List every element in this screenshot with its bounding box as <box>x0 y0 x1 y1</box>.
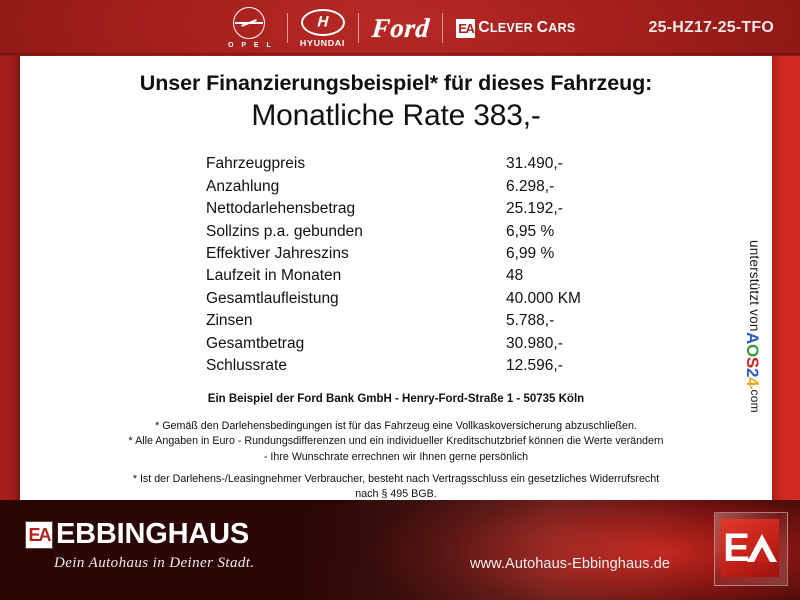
row-value: 40.000 KM <box>506 289 581 307</box>
row-value: 6,95 % <box>506 222 555 240</box>
row-value: 6.298,- <box>506 177 555 195</box>
reference-code: 25-HZ17-25-TFO <box>648 19 774 36</box>
ea-corner-logo: E <box>714 512 788 586</box>
header-brand-bar: O P E L HYUNDAI Ford EA <box>0 0 800 56</box>
brand-divider <box>442 13 444 43</box>
supporter-vertical-label: unterstützt von AOS24 .com <box>742 240 762 455</box>
row-label: Fahrzeugpreis <box>206 155 306 173</box>
hyundai-emblem-icon <box>300 8 345 36</box>
opel-wordmark: O P E L <box>228 42 274 49</box>
table-row: Laufzeit in Monaten 48 <box>206 265 586 287</box>
row-label: Effektiver Jahreszins <box>206 244 349 262</box>
table-row: Effektiver Jahreszins 6,99 % <box>206 243 586 265</box>
ebbinghaus-badge-icon: EA <box>26 521 52 548</box>
financing-table-body: Fahrzeugpreis 31.490,- Anzahlung 6.298,-… <box>206 153 586 377</box>
brand-logo-ford: Ford <box>359 5 443 51</box>
aos-domain-suffix: .com <box>748 385 762 413</box>
dealer-website-link[interactable]: www.Autohaus-Ebbinghaus.de <box>470 556 671 572</box>
page-title: Unser Finanzierungsbeispiel* für dieses … <box>139 71 653 95</box>
row-label: Sollzins p.a. gebunden <box>206 222 363 240</box>
financing-details-table: Fahrzeugpreis 31.490,- Anzahlung 6.298,-… <box>206 153 586 377</box>
right-accent-bar <box>772 56 800 500</box>
brand-logo-opel: O P E L <box>212 5 287 51</box>
footer-bar: EA EBBINGHAUS Dein Autohaus in Deiner St… <box>0 500 800 600</box>
brand-logo-hyundai: HYUNDAI <box>288 5 358 51</box>
row-value: 30.980,- <box>506 334 563 352</box>
supporter-prefix: unterstützt von <box>747 240 762 332</box>
dealer-tagline: Dein Autohaus in Deiner Stadt. <box>54 555 255 571</box>
monthly-rate-headline: Monatliche Rate 383,- <box>251 99 541 132</box>
dealer-name: EBBINGHAUS <box>56 518 249 550</box>
row-label: Zinsen <box>206 312 253 330</box>
clever-lever: LEVER <box>489 21 537 35</box>
brand-logo-clever-cars: EA CLEVER CARS <box>443 5 588 51</box>
aos-digit-2: 2 <box>743 367 762 377</box>
row-label: Anzahlung <box>206 177 280 195</box>
brand-logo-strip: O P E L HYUNDAI Ford EA <box>212 0 589 56</box>
table-row: Sollzins p.a. gebunden 6,95 % <box>206 220 586 242</box>
aos-digit-4: 4 <box>743 376 762 386</box>
left-accent-bar <box>0 56 20 500</box>
content-sheet: Unser Finanzierungsbeispiel* für dieses … <box>20 56 772 500</box>
table-row: Schlussrate 12.596,- <box>206 355 586 377</box>
table-row: Anzahlung 6.298,- <box>206 175 586 197</box>
ea-badge-letters: EA <box>458 20 475 36</box>
clever-c2: C <box>536 19 549 36</box>
aos24-logo: AOS24 <box>742 332 762 386</box>
ea-logo-letter-a-icon <box>746 534 777 562</box>
bank-disclosure-line: Ein Beispiel der Ford Bank GmbH - Henry-… <box>207 393 585 406</box>
table-row: Gesamtlaufleistung 40.000 KM <box>206 288 586 310</box>
row-label: Gesamtlaufleistung <box>206 289 339 307</box>
row-value: 5.788,- <box>506 312 555 330</box>
table-row: Zinsen 5.788,- <box>206 310 586 332</box>
dealer-name-row: EA EBBINGHAUS <box>26 520 254 549</box>
table-row: Fahrzeugpreis 31.490,- <box>206 153 586 175</box>
ea-logo-letter-e: E <box>723 526 750 570</box>
legal-line-4: * Ist der Darlehens-/Leasingnehmer Verbr… <box>132 472 660 485</box>
legal-line-3: - Ihre Wunschrate errechnen wir Ihnen ge… <box>263 450 529 463</box>
row-label: Laufzeit in Monaten <box>206 267 342 285</box>
row-label: Schlussrate <box>206 357 287 375</box>
legal-line-2: * Alle Angaben in Euro - Rundungsdiffere… <box>128 435 664 448</box>
hyundai-wordmark: HYUNDAI <box>300 37 346 48</box>
clever-c: C <box>478 19 490 36</box>
ford-wordmark: Ford <box>370 12 431 43</box>
row-value: 48 <box>506 267 524 285</box>
dealer-branding: EA EBBINGHAUS Dein Autohaus in Deiner St… <box>26 520 254 572</box>
ea-badge-icon: EA <box>456 18 476 38</box>
aos-letter-o: O <box>743 343 762 357</box>
row-label: Gesamtbetrag <box>206 334 305 352</box>
legal-line-5: nach § 495 BGB. <box>355 487 437 500</box>
row-value: 31.490,- <box>506 155 563 173</box>
legal-footnotes: * Gemäß den Darlehensbedingungen ist für… <box>20 419 772 502</box>
row-value: 25.192,- <box>506 200 563 218</box>
brand-divider <box>286 13 288 43</box>
table-row: Gesamtbetrag 30.980,- <box>206 332 586 354</box>
ea-logo-inner: E <box>721 519 779 577</box>
ebbinghaus-badge-letters: EA <box>28 524 51 545</box>
row-value: 6,99 % <box>506 244 555 262</box>
aos-letter-s: S <box>743 356 762 368</box>
brand-divider <box>357 13 359 43</box>
row-value: 12.596,- <box>506 357 563 375</box>
aos-letter-a: A <box>743 331 762 344</box>
row-label: Nettodarlehensbetrag <box>206 200 356 218</box>
clever-cars-wordmark: CLEVER CARS <box>478 19 575 37</box>
table-row: Nettodarlehensbetrag 25.192,- <box>206 198 586 220</box>
opel-emblem-icon <box>233 7 266 39</box>
clever-ars: ARS <box>548 21 576 35</box>
legal-line-1: * Gemäß den Darlehensbedingungen ist für… <box>155 420 637 433</box>
